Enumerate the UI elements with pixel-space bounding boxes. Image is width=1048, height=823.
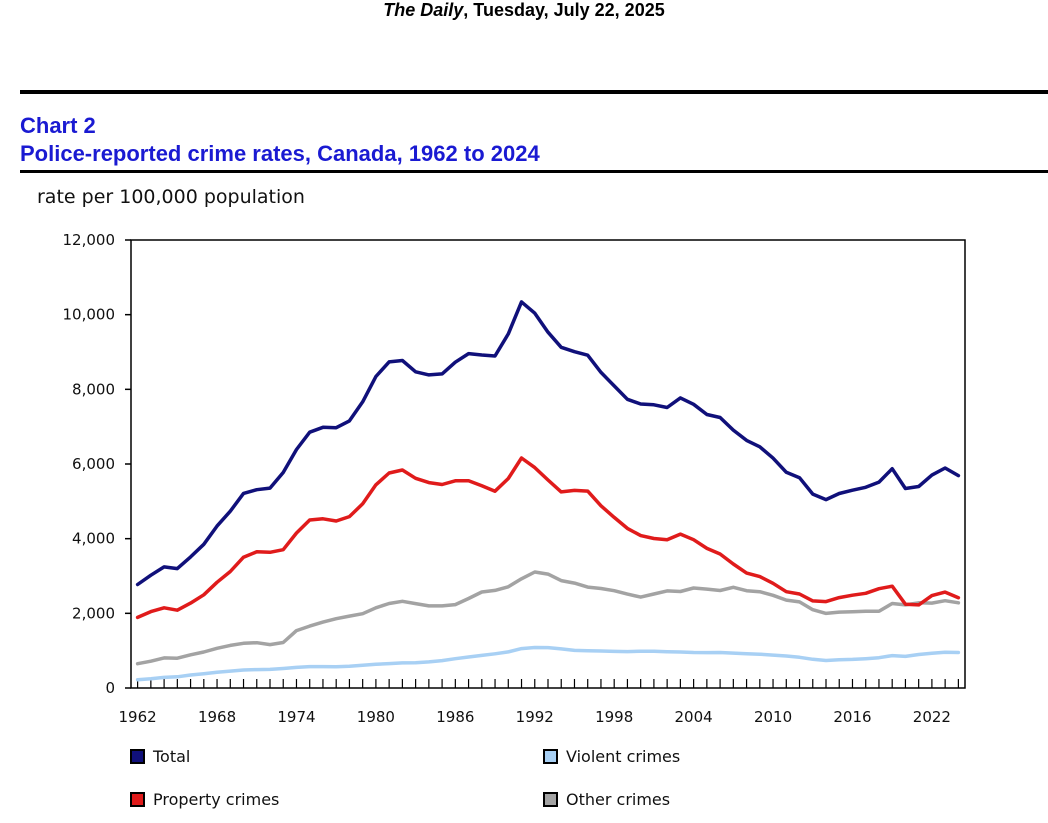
series-line-total	[135, 300, 961, 587]
x-tick-label: 1980	[357, 708, 395, 726]
legend-item-other: Other crimes	[543, 790, 670, 809]
y-tick-label: 0	[105, 679, 115, 697]
series-line-other-crimes	[135, 570, 961, 666]
series-line-property-crimes	[135, 456, 961, 620]
legend-swatch-total	[130, 749, 145, 764]
y-tick-label: 12,000	[63, 231, 116, 249]
chart-title: Police-reported crime rates, Canada, 196…	[20, 141, 540, 166]
top-rule	[20, 90, 1048, 94]
y-tick-label: 6,000	[72, 455, 115, 473]
title-rule	[20, 170, 1048, 173]
plot-frame	[130, 239, 966, 689]
publication-header: The Daily, Tuesday, July 22, 2025	[0, 0, 1048, 21]
y-tick-label: 8,000	[72, 380, 115, 398]
y-tick-label: 10,000	[63, 306, 116, 324]
x-tick-label: 2010	[754, 708, 792, 726]
legend-label-total: Total	[153, 747, 191, 766]
x-tick-label: 1974	[277, 708, 315, 726]
chart-number: Chart 2	[20, 113, 96, 138]
x-tick-label: 2016	[833, 708, 871, 726]
legend-label-other: Other crimes	[566, 790, 671, 809]
legend-item-violent: Violent crimes	[543, 747, 680, 766]
publication-date: , Tuesday, July 22, 2025	[463, 0, 665, 20]
y-axis-unit-label: rate per 100,000 population	[37, 186, 305, 208]
legend-swatch-violent	[543, 749, 558, 764]
publication-name: The Daily	[383, 0, 464, 20]
legend-label-violent: Violent crimes	[566, 747, 681, 766]
x-tick-label: 2022	[913, 708, 951, 726]
x-tick-label: 1968	[198, 708, 236, 726]
series-line-violent-crimes	[135, 645, 961, 682]
x-tick-label: 1962	[119, 708, 157, 726]
x-tick-label: 1992	[516, 708, 554, 726]
legend-item-property: Property crimes	[130, 790, 279, 809]
legend-swatch-other	[543, 792, 558, 807]
legend-label-property: Property crimes	[153, 790, 280, 809]
y-tick-label: 4,000	[72, 530, 115, 548]
legend-swatch-property	[130, 792, 145, 807]
y-tick-label: 2,000	[72, 604, 115, 622]
x-tick-label: 1986	[436, 708, 474, 726]
legend-item-total: Total	[130, 747, 190, 766]
x-tick-label: 1998	[595, 708, 633, 726]
x-tick-label: 2004	[675, 708, 713, 726]
